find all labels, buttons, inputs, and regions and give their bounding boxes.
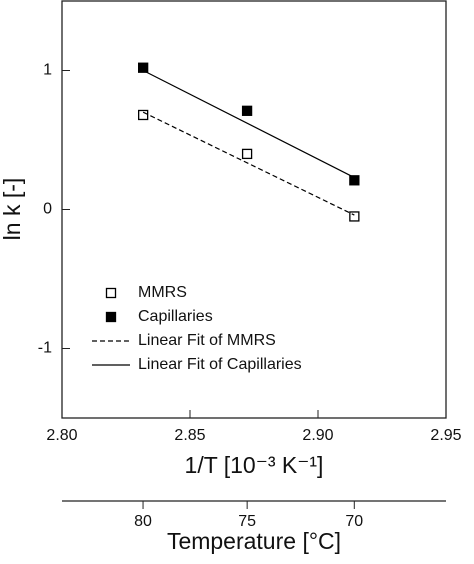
marker: [105, 287, 117, 299]
x-tick-label: 2.90: [302, 427, 333, 444]
legend-label: MMRS: [138, 284, 187, 301]
marker: [241, 105, 253, 116]
x2-tick-label: 75: [238, 513, 256, 530]
marker: [138, 62, 149, 73]
x2-axis-label: Temperature [°C]: [167, 528, 341, 554]
marker: [349, 211, 360, 222]
marker: [138, 109, 149, 121]
x-tick-label: 2.95: [430, 427, 461, 444]
y-tick-label: -1: [38, 340, 52, 357]
y-axis-label: ln k [-]: [0, 178, 25, 241]
marker: [241, 148, 253, 160]
fit-line: [142, 111, 355, 216]
x-tick-label: 2.85: [174, 427, 205, 444]
x2-tick-label: 70: [345, 513, 363, 530]
legend-label: Linear Fit of MMRS: [138, 332, 276, 349]
y-tick-label: 1: [43, 62, 52, 79]
fit-line: [142, 69, 355, 179]
x-tick-label: 2.80: [46, 427, 77, 444]
x-axis-label: 1/T [10⁻³ K⁻¹]: [185, 452, 324, 478]
marker: [105, 311, 117, 323]
x2-tick-label: 80: [134, 513, 152, 530]
marker: [349, 175, 360, 186]
legend-label: Linear Fit of Capillaries: [138, 356, 302, 373]
y-tick-label: 0: [43, 201, 52, 218]
legend-label: Capillaries: [138, 308, 213, 325]
